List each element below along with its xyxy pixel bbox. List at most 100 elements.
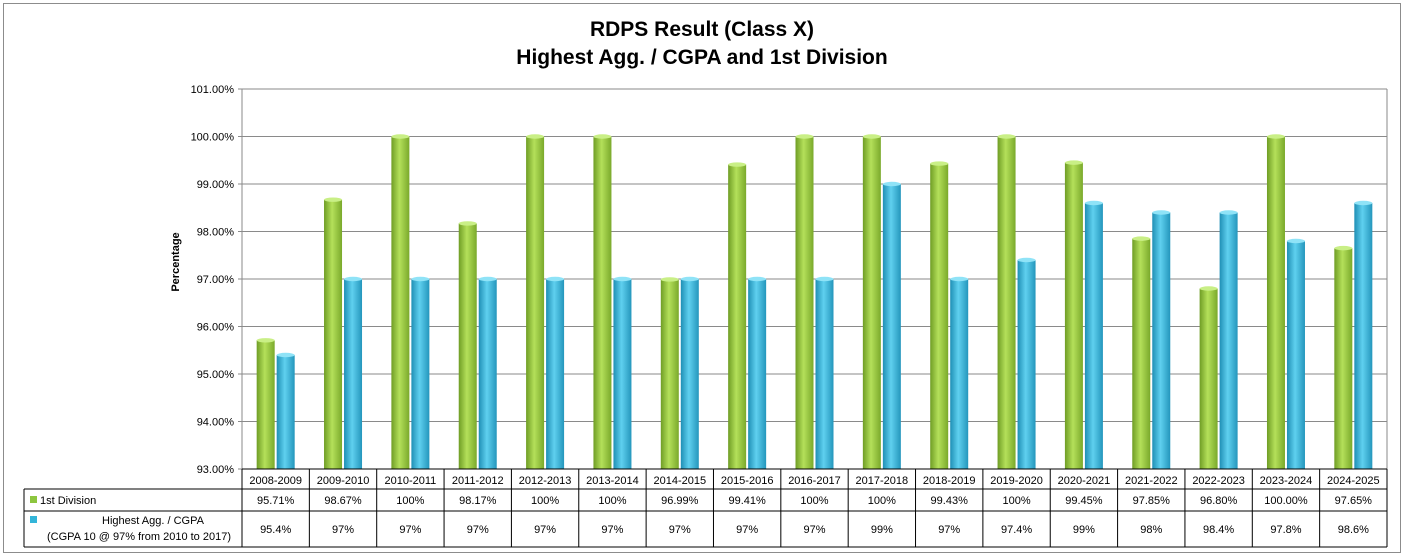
bar-highest-agg	[1017, 257, 1036, 469]
bar-highest-agg	[411, 276, 430, 469]
y-tick-label: 96.00%	[197, 322, 235, 334]
y-axis-ticks: 101.00% 100.00% 99.00% 98.00% 97.00% 96.00% 95…	[191, 84, 235, 476]
value-1st-division: 99.43%	[931, 495, 969, 507]
value-highest-agg: 97.4%	[1001, 524, 1032, 536]
legend-note-highest-agg: (CGPA 10 @ 97% from 2010 to 2017)	[47, 531, 231, 543]
category-label: 2020-2021	[1058, 475, 1111, 487]
category-label: 2009-2010	[317, 475, 370, 487]
bar-highest-agg	[1152, 210, 1171, 469]
bar-highest-agg	[1084, 200, 1103, 469]
value-highest-agg: 97%	[534, 524, 556, 536]
y-tick-label: 95.00%	[197, 369, 235, 381]
value-highest-agg: 97%	[467, 524, 489, 536]
chart-title-line-1: RDPS Result (Class X)	[589, 18, 815, 41]
y-tick-label: 94.00%	[197, 417, 235, 429]
category-label: 2013-2014	[586, 475, 639, 487]
bar-highest-agg	[613, 276, 632, 469]
bar-highest-agg	[882, 181, 901, 469]
bar-highest-agg	[276, 352, 295, 469]
bar-highest-agg	[344, 276, 363, 469]
value-1st-division: 96.80%	[1200, 495, 1238, 507]
bar-1st-division	[862, 134, 881, 469]
bar-highest-agg	[1219, 210, 1238, 469]
bar-1st-division	[660, 277, 679, 469]
bar-highest-agg	[478, 276, 497, 469]
category-label: 2014-2015	[653, 475, 706, 487]
value-highest-agg: 97%	[669, 524, 691, 536]
value-1st-division: 95.71%	[257, 495, 295, 507]
y-tick-label: 93.00%	[197, 464, 235, 476]
value-highest-agg: 98.4%	[1203, 524, 1234, 536]
category-label: 2015-2016	[721, 475, 774, 487]
value-highest-agg: 97%	[601, 524, 623, 536]
bar-highest-agg	[815, 276, 834, 469]
chart-title: RDPS Result (Class X) Highest Agg. / CGP…	[0, 16, 1404, 72]
category-label: 2024-2025	[1327, 475, 1380, 487]
bar-1st-division	[593, 134, 612, 469]
value-1st-division: 100.00%	[1264, 495, 1308, 507]
value-1st-division: 100%	[1002, 495, 1030, 507]
value-highest-agg: 97%	[736, 524, 758, 536]
category-label: 2023-2024	[1260, 475, 1313, 487]
bar-1st-division	[728, 162, 747, 469]
y-tick-label: 100.00%	[191, 132, 235, 144]
value-1st-division: 98.17%	[459, 495, 497, 507]
value-highest-agg: 97%	[938, 524, 960, 536]
bar-1st-division	[1064, 160, 1083, 469]
value-1st-division: 97.85%	[1133, 495, 1171, 507]
category-label: 2017-2018	[856, 475, 909, 487]
bar-1st-division	[997, 134, 1016, 469]
y-axis-label: Percentage	[170, 232, 182, 291]
value-1st-division: 97.65%	[1335, 495, 1373, 507]
value-1st-division: 100%	[800, 495, 828, 507]
value-1st-division: 100%	[598, 495, 626, 507]
data-table: 2008-2009 2009-2010 2010-2011 2011-2012 2012…	[23, 468, 1388, 548]
value-1st-division: 100%	[531, 495, 559, 507]
bar-highest-agg	[1354, 200, 1373, 469]
category-label: 2022-2023	[1192, 475, 1245, 487]
y-tick-label: 97.00%	[197, 274, 235, 286]
value-1st-division: 99.45%	[1065, 495, 1103, 507]
bar-1st-division	[1199, 286, 1218, 469]
y-tick-label: 101.00%	[191, 84, 235, 96]
bar-highest-agg	[546, 276, 565, 469]
bar-1st-division	[795, 134, 814, 469]
bar-1st-division	[1132, 236, 1151, 469]
value-1st-division: 96.99%	[661, 495, 699, 507]
category-label: 2018-2019	[923, 475, 976, 487]
bar-1st-division	[391, 134, 410, 469]
y-tick-label: 99.00%	[197, 179, 235, 191]
category-label: 2011-2012	[452, 475, 504, 487]
value-highest-agg: 99%	[1073, 524, 1095, 536]
value-1st-division: 100%	[868, 495, 896, 507]
bar-1st-division	[526, 134, 545, 469]
legend-key-1st-division	[30, 496, 37, 503]
legend-label-1st-division: 1st Division	[40, 495, 96, 507]
category-label: 2008-2009	[249, 475, 302, 487]
value-highest-agg: 97%	[399, 524, 421, 536]
bar-highest-agg	[1286, 238, 1305, 469]
bar-highest-agg	[950, 276, 969, 469]
value-1st-division: 98.67%	[324, 495, 362, 507]
bar-1st-division	[458, 221, 477, 469]
value-highest-agg: 98%	[1140, 524, 1162, 536]
value-highest-agg: 98.6%	[1338, 524, 1369, 536]
category-label: 2021-2022	[1125, 475, 1178, 487]
value-1st-division: 100%	[396, 495, 424, 507]
category-label: 2012-2013	[519, 475, 572, 487]
bar-highest-agg	[680, 276, 699, 469]
bar-1st-division	[256, 338, 275, 469]
legend-label-highest-agg: Highest Agg. / CGPA	[102, 515, 205, 527]
value-highest-agg: 99%	[871, 524, 893, 536]
category-label: 2010-2011	[384, 475, 436, 487]
chart-title-line-2: Highest Agg. / CGPA and 1st Division	[516, 46, 888, 69]
category-label: 2019-2020	[990, 475, 1043, 487]
y-tick-label: 98.00%	[197, 227, 235, 239]
value-highest-agg: 97%	[332, 524, 354, 536]
value-highest-agg: 95.4%	[260, 524, 291, 536]
bar-1st-division	[324, 197, 343, 470]
value-1st-division: 99.41%	[728, 495, 766, 507]
bar-1st-division	[1334, 245, 1353, 469]
bar-1st-division	[1266, 134, 1285, 469]
